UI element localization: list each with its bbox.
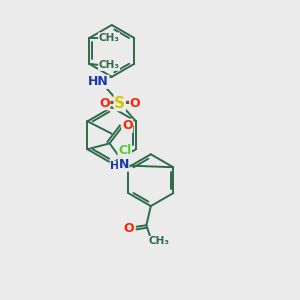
- Text: S: S: [114, 95, 125, 110]
- Text: O: O: [130, 97, 140, 110]
- Text: O: O: [122, 119, 133, 132]
- Text: H: H: [110, 161, 119, 171]
- Text: CH₃: CH₃: [99, 60, 120, 70]
- Text: CH₃: CH₃: [99, 33, 120, 43]
- Text: CH₃: CH₃: [148, 236, 170, 246]
- Text: O: O: [123, 222, 134, 235]
- Text: HN: HN: [88, 75, 109, 88]
- Text: O: O: [99, 97, 110, 110]
- Text: Cl: Cl: [118, 144, 131, 157]
- Text: N: N: [118, 158, 129, 171]
